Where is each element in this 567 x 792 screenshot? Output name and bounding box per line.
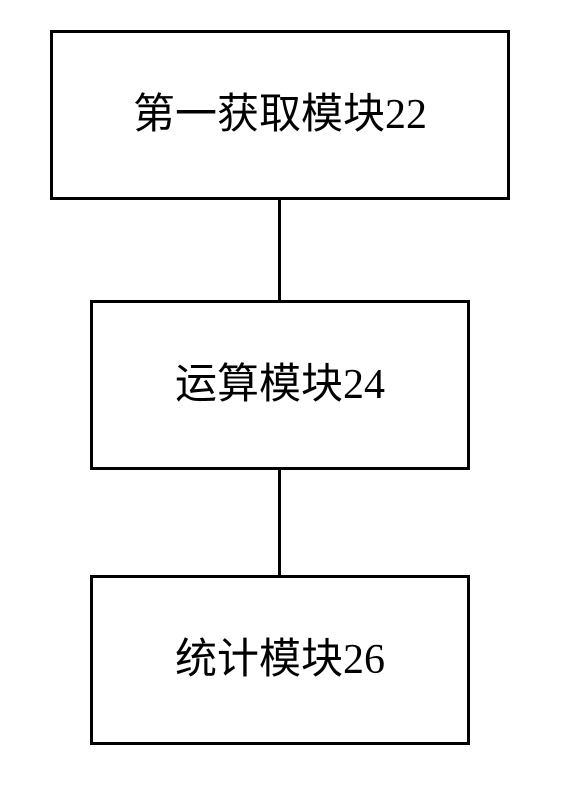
node-label: 第一获取模块22 <box>133 90 427 140</box>
flowchart-node: 统计模块26 <box>90 575 470 745</box>
node-label: 运算模块24 <box>175 360 385 410</box>
flowchart-edge <box>278 470 281 575</box>
node-label: 统计模块26 <box>175 635 385 685</box>
flowchart-node: 运算模块24 <box>90 300 470 470</box>
flowchart-edge <box>278 200 281 300</box>
diagram-canvas: 第一获取模块22 运算模块24 统计模块26 <box>0 0 567 792</box>
flowchart-node: 第一获取模块22 <box>50 30 510 200</box>
